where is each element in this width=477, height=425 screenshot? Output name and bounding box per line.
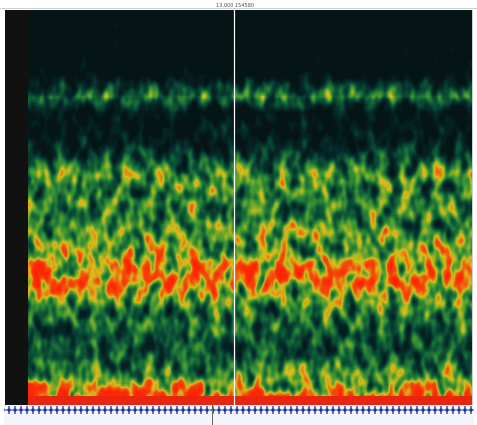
waveform[interactable] [4, 405, 474, 425]
spectrogram [28, 10, 472, 405]
cursor-label: 13.000 154580 [216, 3, 254, 9]
low-frequency-band [28, 396, 472, 405]
left-gutter [5, 10, 28, 405]
